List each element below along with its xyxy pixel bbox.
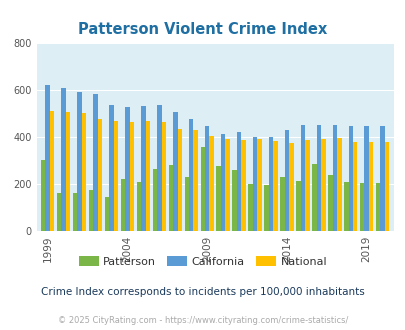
Bar (384, 142, 388, 231)
Bar (109, 105, 113, 231)
Bar (232, 170, 236, 231)
Bar (225, 139, 229, 231)
Bar (241, 140, 245, 231)
Bar (248, 184, 252, 231)
Bar (157, 105, 161, 231)
Bar (73, 193, 77, 231)
Bar (268, 137, 273, 231)
Bar (352, 142, 356, 231)
Bar (129, 122, 134, 231)
Bar (347, 126, 352, 231)
Bar (141, 106, 145, 231)
Text: © 2025 CityRating.com - https://www.cityrating.com/crime-statistics/: © 2025 CityRating.com - https://www.city… (58, 315, 347, 325)
Bar (209, 137, 213, 231)
Bar (61, 87, 66, 231)
Bar (173, 112, 177, 231)
Bar (184, 178, 189, 231)
Legend: Patterson, California, National: Patterson, California, National (74, 251, 331, 271)
Bar (343, 182, 347, 231)
Bar (145, 121, 150, 231)
Bar (379, 126, 384, 231)
Bar (136, 182, 141, 231)
Bar (82, 114, 86, 231)
Bar (200, 147, 205, 231)
Bar (300, 125, 305, 231)
Bar (220, 134, 225, 231)
Text: Patterson Violent Crime Index: Patterson Violent Crime Index (78, 22, 327, 37)
Text: Crime Index corresponds to incidents per 100,000 inhabitants: Crime Index corresponds to incidents per… (41, 287, 364, 297)
Bar (264, 185, 268, 231)
Bar (296, 181, 300, 231)
Bar (284, 130, 288, 231)
Bar (288, 143, 293, 231)
Bar (305, 141, 309, 231)
Bar (57, 193, 61, 231)
Bar (120, 179, 125, 231)
Bar (89, 190, 93, 231)
Bar (236, 132, 241, 231)
Bar (375, 183, 379, 231)
Bar (327, 175, 332, 231)
Bar (252, 137, 257, 231)
Bar (336, 138, 341, 231)
Bar (93, 94, 98, 231)
Bar (41, 160, 45, 231)
Bar (50, 111, 54, 231)
Bar (205, 126, 209, 231)
Bar (279, 177, 284, 231)
Bar (311, 164, 316, 231)
Bar (45, 85, 50, 231)
Bar (66, 112, 70, 231)
Bar (98, 119, 102, 231)
Bar (257, 139, 261, 231)
Bar (125, 107, 129, 231)
Bar (177, 129, 181, 231)
Bar (359, 183, 364, 231)
Bar (168, 165, 173, 231)
Bar (104, 197, 109, 231)
Bar (193, 130, 198, 231)
Bar (216, 166, 220, 231)
Bar (368, 142, 373, 231)
Bar (152, 169, 157, 231)
Bar (161, 122, 166, 231)
Bar (316, 125, 320, 231)
Bar (189, 118, 193, 231)
Bar (332, 125, 336, 231)
Bar (77, 92, 82, 231)
Bar (113, 121, 118, 231)
Bar (364, 126, 368, 231)
Bar (320, 139, 325, 231)
Bar (273, 141, 277, 231)
